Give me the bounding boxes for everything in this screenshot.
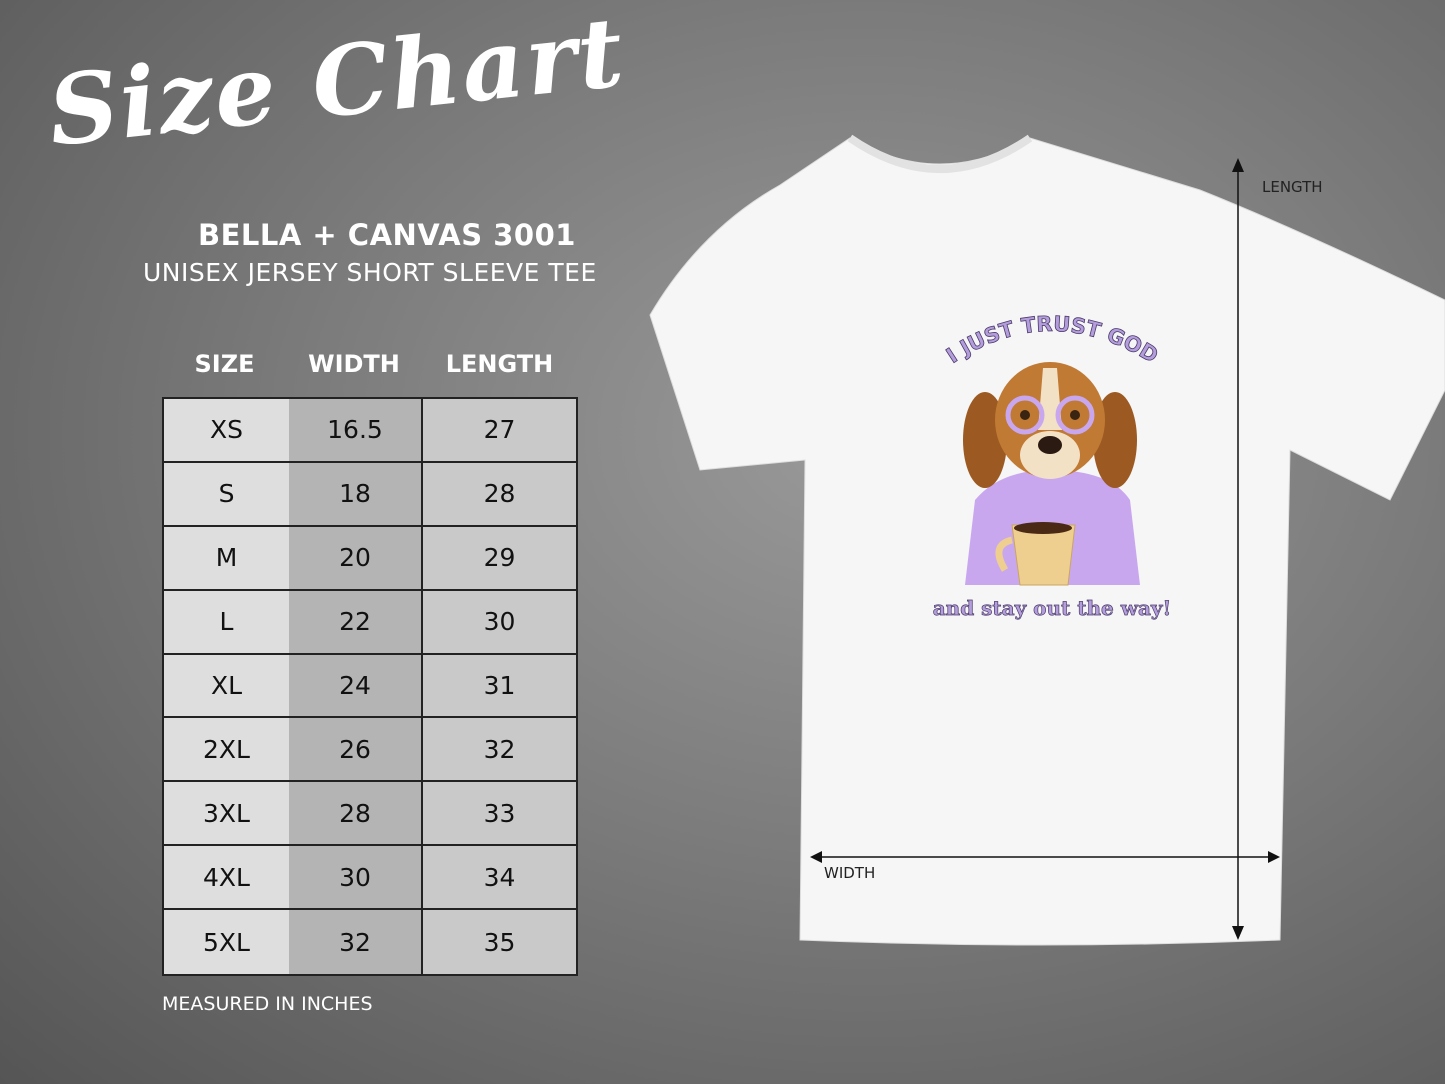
units-note: MEASURED IN INCHES <box>162 993 373 1015</box>
size-cell: S <box>164 462 289 527</box>
length-cell: 31 <box>423 654 576 719</box>
product-subtitle: UNISEX JERSEY SHORT SLEEVE TEE <box>143 258 597 287</box>
length-cell: 32 <box>423 718 576 783</box>
width-cell: 32 <box>289 910 423 974</box>
header-size: SIZE <box>194 350 255 378</box>
size-cell: L <box>164 590 289 655</box>
header-width: WIDTH <box>308 350 400 378</box>
width-cell: 18 <box>289 462 423 527</box>
length-cell: 30 <box>423 590 576 655</box>
width-cell: 24 <box>289 654 423 719</box>
size-cell: M <box>164 526 289 591</box>
width-cell: 30 <box>289 846 423 911</box>
size-cell: XS <box>164 399 289 463</box>
width-cell: 16.5 <box>289 399 423 463</box>
tshirt-collar <box>847 134 1033 173</box>
brand-model: BELLA + CANVAS 3001 <box>198 218 576 252</box>
length-cell: 29 <box>423 526 576 591</box>
size-cell: 5XL <box>164 910 289 974</box>
length-cell: 35 <box>423 910 576 974</box>
width-cell: 20 <box>289 526 423 591</box>
length-cell: 27 <box>423 399 576 463</box>
width-arrow <box>810 851 1280 863</box>
width-cell: 26 <box>289 718 423 783</box>
size-cell: 3XL <box>164 782 289 847</box>
width-cell: 22 <box>289 590 423 655</box>
design-bottom-text: and stay out the way! <box>933 596 1172 620</box>
length-arrow <box>1232 158 1244 940</box>
length-cell: 34 <box>423 846 576 911</box>
size-table: XS 16.5 27 S 18 28 M 20 29 L 22 30 XL 24 31 2XL 26 32 3XL 2… <box>162 397 578 976</box>
size-cell: XL <box>164 654 289 719</box>
width-label: WIDTH <box>824 864 875 882</box>
width-cell: 28 <box>289 782 423 847</box>
length-label: LENGTH <box>1262 178 1323 196</box>
header-length: LENGTH <box>445 350 554 378</box>
size-cell: 4XL <box>164 846 289 911</box>
length-cell: 33 <box>423 782 576 847</box>
length-cell: 28 <box>423 462 576 527</box>
size-cell: 2XL <box>164 718 289 783</box>
beagle-graphic <box>963 362 1140 586</box>
